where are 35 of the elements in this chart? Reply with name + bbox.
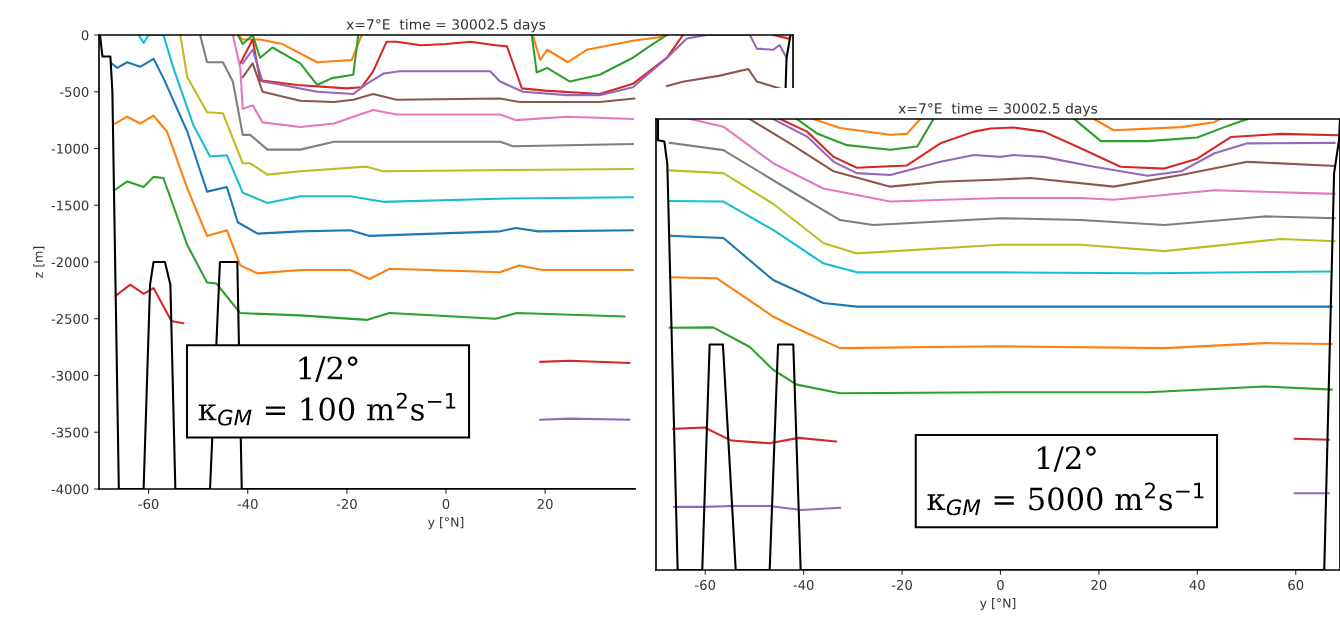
y-tick-label: -2000 xyxy=(51,257,89,268)
x-tick-label: -20 xyxy=(891,579,912,590)
x-tick-label: -40 xyxy=(793,579,814,590)
y-tick-label: -3000 xyxy=(51,370,89,381)
x-tick-label: -60 xyxy=(138,498,159,509)
x-tick-label: 20 xyxy=(537,498,553,509)
x-tick-label: 60 xyxy=(1288,579,1304,590)
y-axis-title: z [m] xyxy=(33,246,45,278)
x-tick-label: 20 xyxy=(1091,579,1107,590)
y-tick-label: -1000 xyxy=(51,143,89,154)
y-tick-label: -1500 xyxy=(51,200,89,211)
y-tick-label: -4000 xyxy=(51,484,89,495)
line-series xyxy=(179,35,634,176)
line-series xyxy=(112,114,634,281)
line-series xyxy=(110,57,634,237)
line-series xyxy=(231,35,634,128)
y-tick-label: -3500 xyxy=(51,427,89,438)
chart-title: x=7°E time = 30002.5 days xyxy=(346,18,546,33)
y-tick-label: -500 xyxy=(59,86,89,97)
line-series xyxy=(199,35,634,151)
x-tick-label: -40 xyxy=(237,498,258,509)
x-axis-title: y [°N] xyxy=(428,517,464,530)
x-tick-label: 0 xyxy=(997,579,1004,590)
line-series xyxy=(137,35,634,205)
text: 1/2° κ$_{GM}$ = 100 m$^{2}$s$^{−1}$ xyxy=(198,356,456,426)
x-tick-label: -60 xyxy=(695,579,716,590)
chart-title: x=7°E time = 30002.5 days xyxy=(898,102,1098,117)
y-tick-label: -2500 xyxy=(51,313,89,324)
text: 1/2° κ$_{GM}$ = 5000 m$^{2}$s$^{−1}$ xyxy=(927,446,1204,516)
x-axis-title: y [°N] xyxy=(980,598,1016,611)
x-tick-label: 40 xyxy=(1189,579,1205,590)
x-tick-label: -20 xyxy=(336,498,357,509)
x-tick-label: 0 xyxy=(442,498,450,509)
y-tick-label: 0 xyxy=(81,30,89,41)
line-series xyxy=(112,175,626,321)
